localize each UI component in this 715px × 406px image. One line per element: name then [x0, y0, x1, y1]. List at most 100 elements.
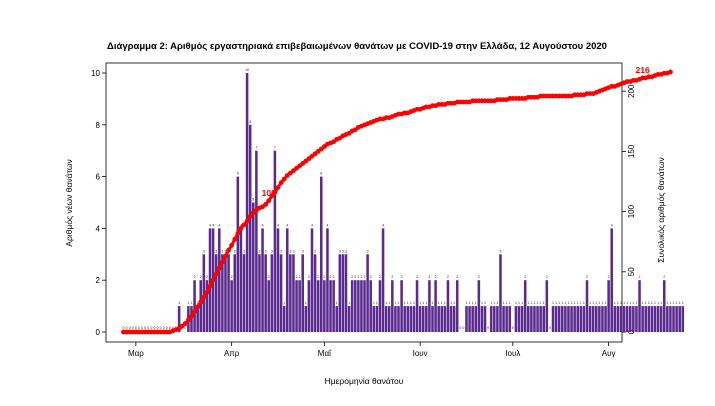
cumulative-point [219, 259, 225, 265]
bar-data-label: 3 [243, 249, 245, 253]
bar [239, 228, 243, 332]
x-tick-label: Αυγ [602, 349, 616, 358]
bar [440, 306, 444, 332]
bar-data-label: 1 [657, 301, 659, 305]
bar-data-label: 2 [364, 275, 366, 279]
bar [557, 306, 561, 332]
bar [196, 306, 199, 332]
bar-data-label: 1 [413, 301, 415, 305]
cumulative-point [182, 321, 188, 326]
bar [369, 280, 372, 332]
bar [474, 306, 478, 332]
y2-axis-label: Συνολικός αριθμός θανάτων [656, 157, 666, 263]
bar-data-label: 1 [453, 301, 455, 305]
bar [208, 228, 212, 332]
bar-data-label: 0 [123, 326, 125, 330]
bar [625, 306, 629, 332]
bar-data-label: 0 [141, 326, 143, 330]
bar [449, 306, 453, 332]
bar [391, 280, 394, 332]
bar [248, 124, 252, 332]
bar [527, 306, 530, 332]
bar [471, 306, 474, 332]
bar-data-label: 3 [221, 249, 223, 253]
bar-data-label: 1 [598, 301, 600, 305]
bar [635, 306, 638, 332]
bar [452, 306, 456, 332]
cumulative-point [216, 265, 222, 271]
bar-data-label: 1 [645, 301, 647, 305]
bar [554, 306, 558, 332]
bar [230, 280, 233, 332]
bar-data-label: 2 [194, 275, 196, 279]
bar [650, 306, 654, 332]
y-axis-label: Αριθμός νέων θανάτων [64, 159, 74, 246]
bar [539, 306, 542, 332]
bar-data-label: 0 [163, 326, 165, 330]
bar [517, 306, 521, 332]
bar [205, 280, 209, 332]
bar-data-label: 3 [292, 249, 294, 253]
bar [604, 306, 607, 332]
bar-data-label: 4 [611, 223, 613, 227]
bar-data-label: 1 [475, 301, 477, 305]
bar-data-label: 2 [308, 275, 310, 279]
cumulative-point [192, 309, 197, 314]
bar-data-label: 1 [187, 301, 189, 305]
bar [282, 306, 286, 332]
bar [329, 280, 332, 332]
bar [289, 254, 292, 332]
bar-data-label: 2 [351, 275, 353, 279]
bar [576, 306, 579, 332]
bar [199, 280, 203, 332]
bar-data-label: 1 [660, 301, 662, 305]
bar-data-label: 3 [280, 249, 282, 253]
bar-data-label: 2 [435, 275, 437, 279]
bar-data-label: 1 [496, 301, 498, 305]
bar-data-label: 1 [669, 301, 671, 305]
bar-data-label: 2 [546, 275, 548, 279]
cumulative-point [198, 299, 204, 305]
bar [381, 228, 385, 332]
y-tick-label: 4 [96, 224, 101, 233]
bar [508, 306, 512, 332]
bar-data-label: 2 [200, 275, 202, 279]
bar [678, 306, 681, 332]
bar-data-label: 1 [620, 301, 622, 305]
bar [409, 306, 413, 332]
cumulative-annotation: 109 [262, 188, 276, 198]
y2-tick-label: 100 [627, 204, 636, 218]
bar [638, 280, 641, 332]
bar-data-label: 0 [132, 326, 134, 330]
bar [561, 306, 564, 332]
bar [415, 280, 419, 332]
bar [261, 228, 264, 332]
bar-data-label: 1 [394, 301, 396, 305]
bar-data-label: 0 [135, 326, 137, 330]
bar [270, 254, 274, 332]
bar-data-label: 4 [209, 223, 211, 227]
bar-data-label: 1 [503, 301, 505, 305]
bar [177, 306, 181, 332]
bar-data-label: 1 [305, 301, 307, 305]
bar-data-label: 2 [354, 275, 356, 279]
bar-data-label: 1 [567, 301, 569, 305]
bar-data-label: 1 [506, 301, 508, 305]
bar-data-label: 1 [632, 301, 634, 305]
cumulative-point [247, 214, 253, 219]
x-axis-label: Ημερομηνία θανάτου [325, 376, 404, 386]
bar [585, 280, 589, 332]
bar-data-label: 3 [289, 249, 291, 253]
bar-data-label: 1 [651, 301, 653, 305]
bar-data-label: 3 [258, 249, 260, 253]
bar [489, 306, 493, 332]
bar-data-label: 1 [509, 301, 511, 305]
bar [378, 280, 382, 332]
bar-data-label: 1 [348, 301, 350, 305]
bar [644, 306, 647, 332]
bar-data-label: 2 [357, 275, 359, 279]
bar [610, 228, 613, 332]
bar [681, 306, 685, 332]
bar-data-label: 0 [126, 326, 128, 330]
